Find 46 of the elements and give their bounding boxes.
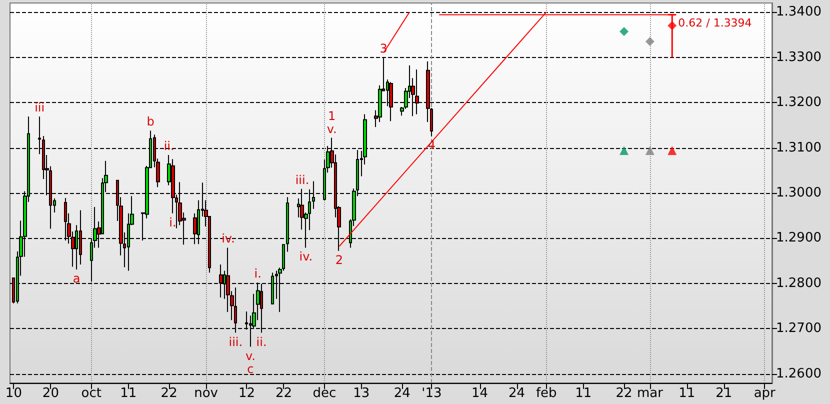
y-tick-label: 1.3400 [776, 4, 822, 20]
x-tick-label: 21 [716, 386, 732, 401]
y-tick-label: 1.2700 [776, 321, 822, 336]
x-tick-label: 13 [353, 386, 370, 401]
x-tick-label: mar [636, 386, 664, 401]
x-tick-label: apr [754, 386, 776, 401]
x-tick-label: 11 [678, 386, 696, 401]
x-tick-label: 11 [575, 386, 592, 401]
annotation: v. [245, 348, 256, 363]
y-tick-label: 1.3100 [776, 140, 822, 156]
annotation: i. [169, 215, 176, 230]
annotation: i. [254, 266, 262, 281]
x-tick-label: 11 [120, 386, 137, 401]
annotation: 0.62 / 1.3394 [678, 16, 752, 30]
x-tick-label: 22 [616, 386, 632, 401]
x-tick-label: 24 [508, 386, 526, 401]
annotation: iv. [299, 250, 313, 264]
annotation: a [72, 271, 80, 286]
y-tick-label: 1.2800 [776, 276, 822, 291]
annotation: 2 [335, 252, 344, 267]
y-tick-label: 1.3200 [776, 95, 822, 110]
x-tick-label: 22 [275, 386, 292, 401]
x-tick-label: 20 [42, 386, 59, 401]
x-tick-label: 24 [394, 386, 410, 401]
annotation: 3 [380, 42, 388, 56]
x-tick-label: 10 [5, 386, 22, 401]
x-tick-label: 14 [472, 386, 488, 401]
y-tick-label: 1.2600 [776, 366, 822, 382]
annotation: iii. [295, 172, 310, 187]
y-tick-label: 1.2900 [776, 230, 822, 246]
x-tick-label: oct [81, 386, 102, 401]
annotation: b [146, 114, 154, 129]
annotation: c [247, 362, 254, 376]
x-tick-label: feb [536, 386, 557, 401]
x-tick-label: nov [194, 386, 218, 401]
y-tick-label: 1.3300 [776, 50, 822, 65]
x-tick-label: dec [312, 386, 336, 401]
x-tick-label: 12 [238, 386, 256, 401]
x-tick-label: 22 [160, 386, 178, 401]
annotation: 1 [328, 108, 336, 123]
annotation: iii. [228, 334, 243, 349]
annotation: v. [326, 122, 337, 136]
annotation: ii. [256, 334, 267, 349]
y-tick-label: 1.3000 [776, 186, 822, 200]
x-tick-label: '13 [422, 386, 442, 401]
annotation: iii [34, 100, 45, 115]
